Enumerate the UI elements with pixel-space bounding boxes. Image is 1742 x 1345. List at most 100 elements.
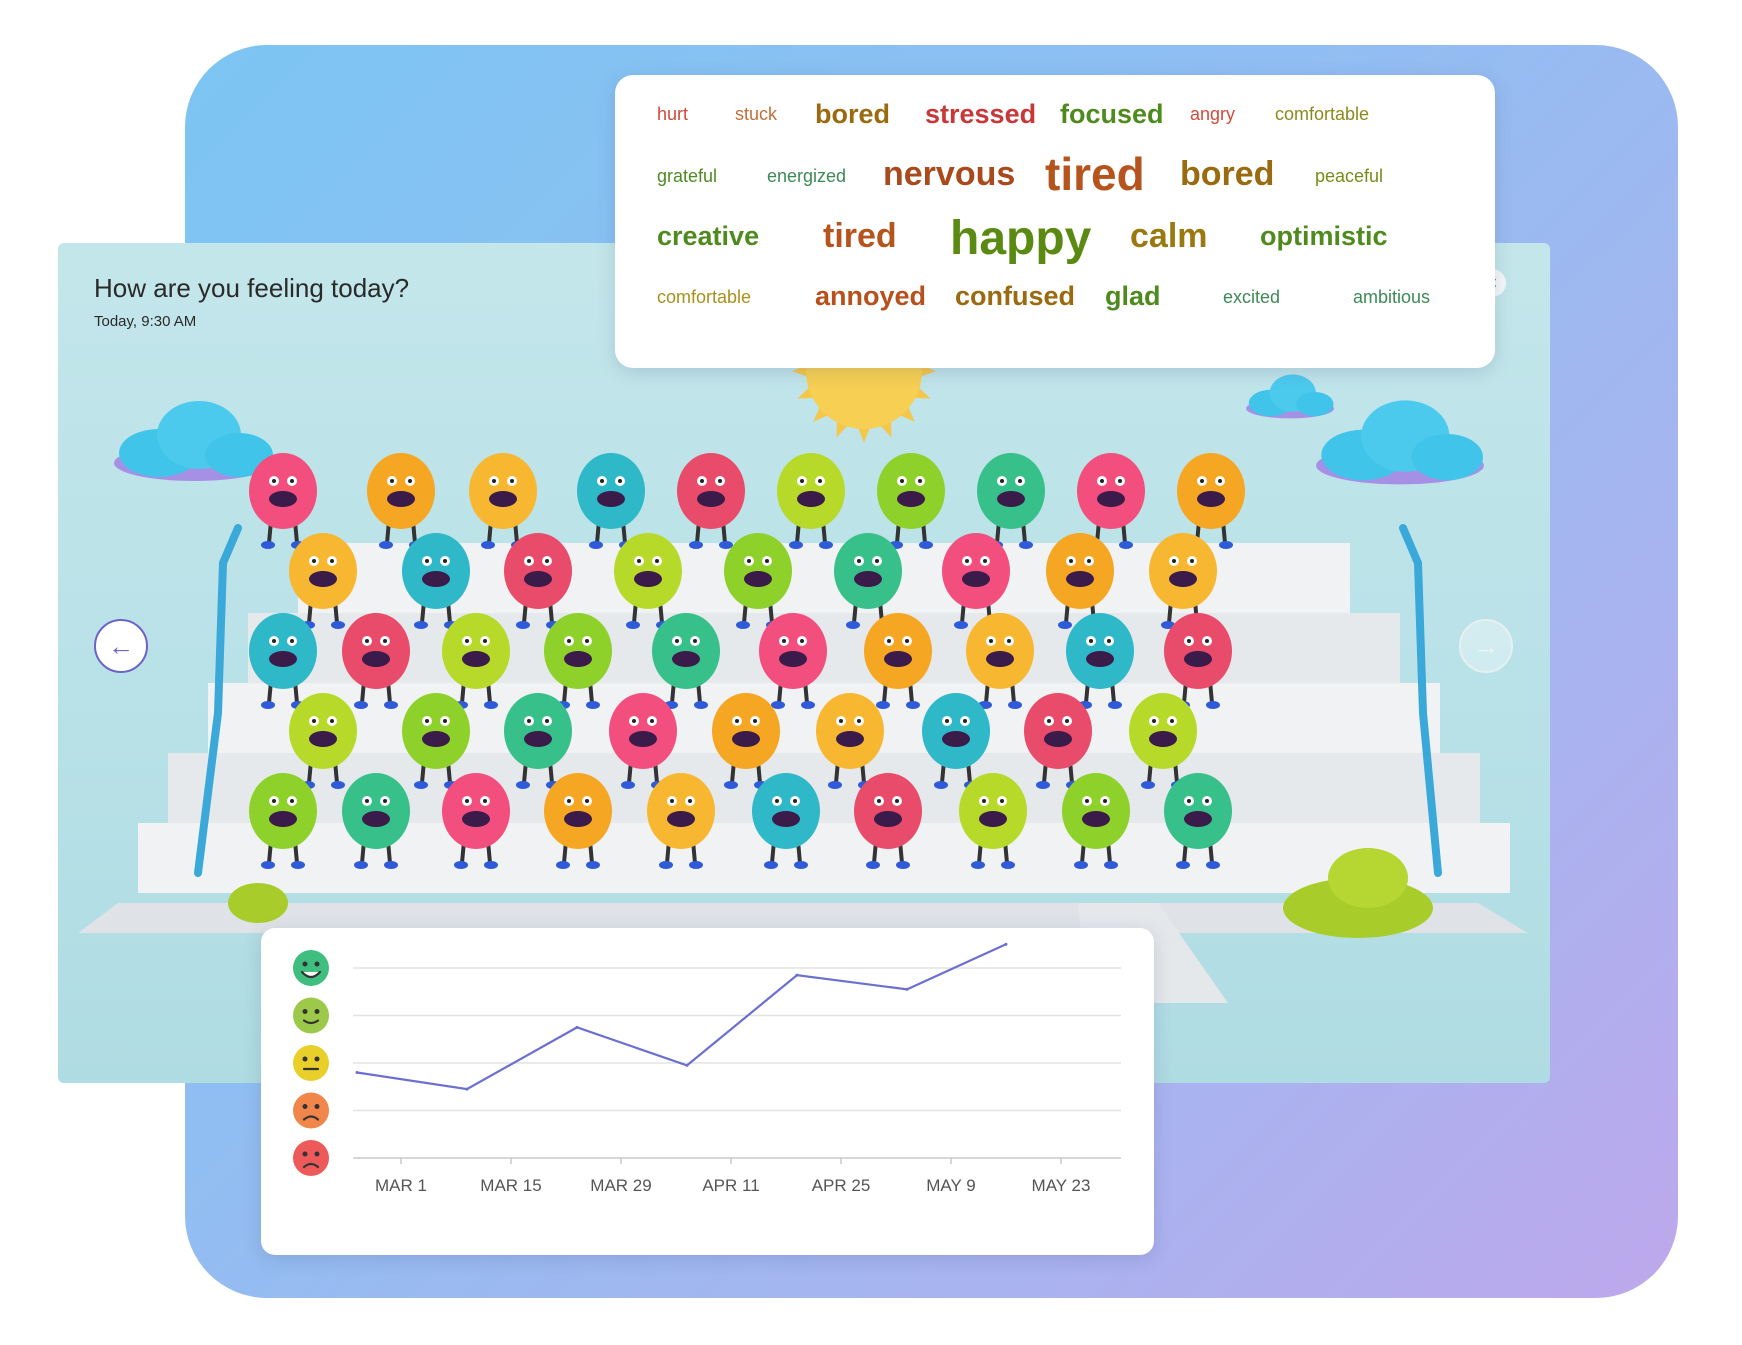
- feeling-word: confused: [955, 281, 1076, 311]
- data-point: [795, 973, 799, 977]
- monster-character: [544, 613, 612, 709]
- monster-character: [402, 693, 470, 789]
- mood-trend-chart: MAR 1 MAR 15 MAR 29 APR 11 APR 25 MAY 9 MAY 23: [261, 928, 1154, 1255]
- monster-character: [834, 533, 902, 629]
- mood-line-chart: MAR 1 MAR 15 MAR 29 APR 11 APR 25 MAY 9 MAY 23: [293, 942, 1121, 1195]
- page-title: How are you feeling today?: [94, 273, 410, 303]
- monster-character: [442, 613, 510, 709]
- data-point: [685, 1063, 689, 1067]
- feeling-word: optimistic: [1260, 221, 1388, 251]
- monster-character: [342, 613, 410, 709]
- feeling-word: energized: [767, 166, 847, 186]
- monster-character: [249, 773, 317, 869]
- monster-character: [442, 773, 510, 869]
- feelings-word-cloud: hurt stuck bored stressed focused angry comfor…: [615, 75, 1495, 368]
- cloud-left: [114, 401, 274, 481]
- checkin-timestamp: Today, 9:30 AM: [94, 313, 197, 330]
- monster-character: [544, 773, 612, 869]
- monster-character: [854, 773, 922, 869]
- feelings-monsters-illustration: [78, 299, 1528, 1003]
- monster-character: [712, 693, 780, 789]
- monster-character: [342, 773, 410, 869]
- feeling-word: nervous: [883, 155, 1016, 193]
- data-point: [575, 1025, 579, 1029]
- bush-left: [228, 883, 288, 923]
- monster-character: [614, 533, 682, 629]
- monster-character: [1046, 533, 1114, 629]
- monster-character: [759, 613, 827, 709]
- monster-character: [959, 773, 1027, 869]
- arrow-right-icon: →: [1473, 630, 1499, 661]
- data-point: [1004, 942, 1008, 946]
- monster-character: [647, 773, 715, 869]
- monster-character: [1062, 773, 1130, 869]
- cloud-right: [1316, 400, 1484, 485]
- feeling-word: bored: [1180, 155, 1275, 193]
- monster-character: [504, 533, 572, 629]
- data-point: [355, 1071, 359, 1074]
- feeling-word: tired: [823, 217, 897, 255]
- feeling-word: annoyed: [815, 281, 927, 311]
- feeling-word: tired: [1045, 148, 1145, 200]
- data-point: [905, 987, 909, 991]
- feeling-word: excited: [1223, 287, 1281, 307]
- feeling-word: calm: [1130, 217, 1208, 255]
- feeling-word: comfortable: [1275, 104, 1370, 124]
- monster-character: [289, 533, 357, 629]
- feeling-word: stuck: [735, 104, 778, 124]
- happy-face-icon: [293, 997, 329, 1034]
- monster-character: [577, 453, 645, 549]
- monster-character: [1077, 453, 1145, 549]
- x-tick-label: APR 25: [812, 1176, 871, 1195]
- feeling-word: comfortable: [657, 287, 752, 307]
- monster-crowd: [249, 453, 1245, 869]
- monster-character: [752, 773, 820, 869]
- monster-character: [677, 453, 745, 549]
- monster-character: [966, 613, 1034, 709]
- x-tick-label: MAY 23: [1032, 1176, 1091, 1195]
- monster-character: [1164, 613, 1232, 709]
- feeling-word: glad: [1105, 281, 1161, 311]
- angry-face-icon: [293, 1140, 329, 1176]
- feeling-word: happy: [950, 212, 1092, 265]
- monster-character: [777, 453, 845, 549]
- mood-trend-line: [356, 943, 1007, 1091]
- monster-character: [877, 453, 945, 549]
- monster-character: [816, 693, 884, 789]
- next-button[interactable]: →: [1459, 619, 1513, 673]
- feeling-word: grateful: [657, 166, 718, 186]
- feeling-word: hurt: [657, 104, 689, 124]
- mood-checkin-panel: How are you feeling today? Today, 9:30 A…: [58, 243, 1550, 1083]
- monster-character: [469, 453, 537, 549]
- feeling-word: peaceful: [1315, 166, 1384, 186]
- monster-character: [977, 453, 1045, 549]
- very-happy-face-icon: [293, 950, 329, 986]
- monster-character: [1066, 613, 1134, 709]
- data-point: [465, 1087, 469, 1091]
- cloud-small: [1246, 374, 1334, 419]
- monster-character: [1129, 693, 1197, 789]
- previous-button[interactable]: ←: [94, 619, 148, 673]
- x-tick-label: APR 11: [702, 1176, 759, 1195]
- feeling-word: focused: [1060, 99, 1164, 129]
- feeling-word: creative: [657, 221, 760, 251]
- feeling-word: ambitious: [1353, 287, 1431, 307]
- monster-character: [249, 613, 317, 709]
- sad-face-icon: [293, 1092, 329, 1129]
- arrow-left-icon: ←: [108, 630, 134, 661]
- feeling-word: angry: [1190, 104, 1236, 124]
- monster-character: [609, 693, 677, 789]
- feeling-word: bored: [815, 99, 891, 129]
- neutral-face-icon: [293, 1045, 329, 1081]
- monster-character: [367, 453, 435, 549]
- x-tick-label: MAR 1: [375, 1176, 427, 1195]
- monster-character: [724, 533, 792, 629]
- monster-character: [504, 693, 572, 789]
- monster-character: [864, 613, 932, 709]
- bush-right: [1283, 848, 1433, 938]
- monster-character: [942, 533, 1010, 629]
- monster-character: [249, 453, 317, 549]
- x-tick-label: MAY 9: [926, 1176, 975, 1195]
- x-tick-label: MAR 15: [480, 1176, 541, 1195]
- feeling-word: stressed: [925, 99, 1037, 129]
